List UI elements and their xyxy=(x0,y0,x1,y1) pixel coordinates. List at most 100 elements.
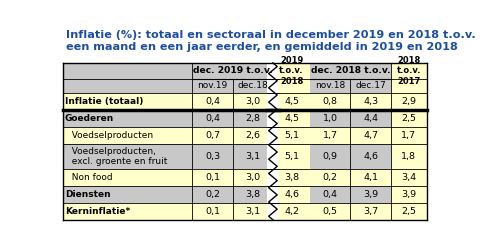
Text: 2,6: 2,6 xyxy=(246,131,260,140)
Bar xyxy=(390,93,426,110)
Bar xyxy=(62,93,192,110)
Bar xyxy=(310,127,350,144)
Bar xyxy=(62,186,192,203)
Text: dec.18: dec.18 xyxy=(238,81,268,90)
Bar xyxy=(273,203,310,220)
Bar xyxy=(273,110,310,127)
Bar xyxy=(350,79,391,93)
Text: Voedselproducten,
  excl. groente en fruit: Voedselproducten, excl. groente en fruit xyxy=(66,147,167,166)
Bar xyxy=(390,186,426,203)
Bar xyxy=(62,63,192,79)
Text: 0,2: 0,2 xyxy=(323,173,338,182)
Bar xyxy=(390,203,426,220)
Text: 4,4: 4,4 xyxy=(363,114,378,123)
Bar xyxy=(390,79,426,93)
Text: 4,3: 4,3 xyxy=(363,97,378,106)
Bar xyxy=(273,144,310,169)
Text: 0,8: 0,8 xyxy=(323,97,338,106)
Text: 0,2: 0,2 xyxy=(205,190,220,199)
Text: Goederen: Goederen xyxy=(65,114,114,123)
Bar xyxy=(268,63,278,220)
Text: 1,7: 1,7 xyxy=(401,131,416,140)
Text: Kerninflatie*: Kerninflatie* xyxy=(65,207,130,216)
Bar xyxy=(310,63,390,79)
Text: 0,1: 0,1 xyxy=(205,173,220,182)
Text: dec.17: dec.17 xyxy=(355,81,386,90)
Bar xyxy=(232,169,273,186)
Bar xyxy=(273,79,310,93)
Text: nov.18: nov.18 xyxy=(315,81,346,90)
Bar xyxy=(192,110,232,127)
Text: 0,7: 0,7 xyxy=(205,131,220,140)
Text: 0,1: 0,1 xyxy=(205,207,220,216)
Text: 3,1: 3,1 xyxy=(245,152,260,161)
Bar xyxy=(350,93,391,110)
Bar xyxy=(232,186,273,203)
Bar xyxy=(192,186,232,203)
Text: 1,7: 1,7 xyxy=(323,131,338,140)
Bar xyxy=(310,93,350,110)
Bar xyxy=(310,79,350,93)
Bar xyxy=(192,93,232,110)
Text: 2,9: 2,9 xyxy=(401,97,416,106)
Text: 3,9: 3,9 xyxy=(363,190,378,199)
Text: Inflatie (%): totaal en sectoraal in december 2019 en 2018 t.o.v.
een maand en e: Inflatie (%): totaal en sectoraal in dec… xyxy=(66,30,476,52)
Text: nov.19: nov.19 xyxy=(198,81,228,90)
Bar xyxy=(62,144,192,169)
Text: 3,0: 3,0 xyxy=(245,173,260,182)
Text: 2,5: 2,5 xyxy=(401,114,416,123)
Bar xyxy=(350,203,391,220)
Text: 0,4: 0,4 xyxy=(205,114,220,123)
Bar xyxy=(390,63,426,79)
Text: 1,8: 1,8 xyxy=(401,152,416,161)
Text: 4,1: 4,1 xyxy=(363,173,378,182)
Text: 2019
t.o.v.
2018: 2019 t.o.v. 2018 xyxy=(280,56,304,86)
Text: 3,8: 3,8 xyxy=(284,173,299,182)
Text: 0,9: 0,9 xyxy=(323,152,338,161)
Bar xyxy=(62,169,192,186)
Text: 4,6: 4,6 xyxy=(363,152,378,161)
Bar xyxy=(62,110,192,127)
Text: 4,5: 4,5 xyxy=(284,114,299,123)
Bar xyxy=(192,127,232,144)
Text: 0,4: 0,4 xyxy=(205,97,220,106)
Bar xyxy=(192,144,232,169)
Bar xyxy=(350,127,391,144)
Bar xyxy=(273,169,310,186)
Bar xyxy=(350,144,391,169)
Text: Diensten: Diensten xyxy=(65,190,110,199)
Bar xyxy=(310,169,350,186)
Text: Non food: Non food xyxy=(66,173,112,182)
Text: 4,2: 4,2 xyxy=(284,207,299,216)
Bar xyxy=(310,110,350,127)
Text: 2,8: 2,8 xyxy=(246,114,260,123)
Text: 4,7: 4,7 xyxy=(363,131,378,140)
Text: 3,0: 3,0 xyxy=(245,97,260,106)
Text: 4,6: 4,6 xyxy=(284,190,299,199)
Bar xyxy=(350,186,391,203)
Bar xyxy=(310,144,350,169)
Bar xyxy=(192,63,273,79)
Bar xyxy=(390,127,426,144)
Text: 3,4: 3,4 xyxy=(401,173,416,182)
Text: 3,7: 3,7 xyxy=(363,207,378,216)
Text: 2,5: 2,5 xyxy=(401,207,416,216)
Text: 4,5: 4,5 xyxy=(284,97,299,106)
Bar xyxy=(232,93,273,110)
Bar xyxy=(390,169,426,186)
Text: Inflatie (totaal): Inflatie (totaal) xyxy=(65,97,143,106)
Bar xyxy=(390,110,426,127)
Text: 0,5: 0,5 xyxy=(323,207,338,216)
Text: 5,1: 5,1 xyxy=(284,131,299,140)
Bar xyxy=(192,79,232,93)
Bar xyxy=(232,144,273,169)
Bar xyxy=(232,79,273,93)
Text: 1,0: 1,0 xyxy=(323,114,338,123)
Bar xyxy=(232,203,273,220)
Bar xyxy=(62,203,192,220)
Bar xyxy=(350,169,391,186)
Bar xyxy=(273,186,310,203)
Bar xyxy=(62,79,192,93)
Bar xyxy=(310,186,350,203)
Bar xyxy=(273,127,310,144)
